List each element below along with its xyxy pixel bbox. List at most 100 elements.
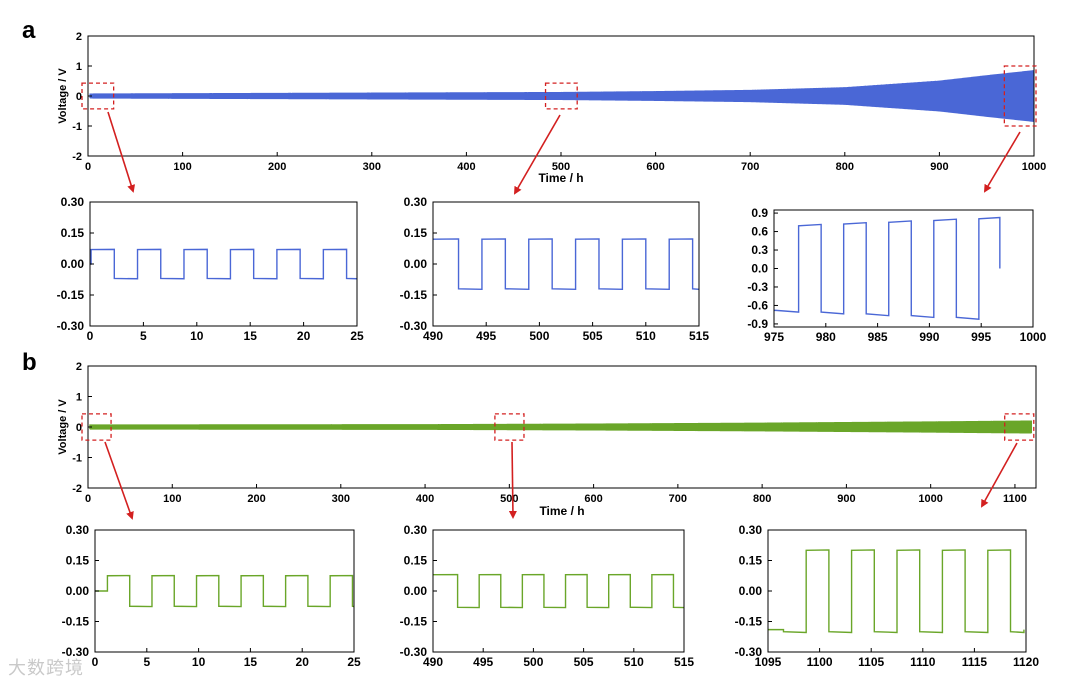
y-tick-label: -2	[72, 483, 82, 495]
y-tick-label: 0.30	[61, 195, 85, 209]
x-tick-label: 900	[930, 161, 948, 173]
y-tick-label: -2	[72, 151, 82, 163]
chart-b-main: 0 100 200 300 400 500 600 700 800 900 1000 1100 -2 -1…	[22, 349, 1037, 518]
x-tick-label: 0	[87, 329, 94, 343]
x-axis-label: Time / h	[539, 504, 584, 518]
plot-frame	[432, 201, 700, 327]
y-tick-label: -0.15	[735, 615, 763, 629]
x-tick-label: 980	[816, 330, 836, 344]
y-tick-label: -0.30	[400, 319, 428, 333]
plot-frame	[94, 529, 355, 653]
x-tick-label: 5	[140, 329, 147, 343]
x-tick-label: 1120	[1013, 655, 1039, 669]
x-tick-label: 1110	[910, 655, 936, 669]
y-tick-label: -0.30	[735, 645, 763, 659]
x-tick-label: 700	[669, 493, 687, 505]
y-tick-label: 0.30	[66, 523, 90, 537]
y-tick-label: 0.00	[66, 584, 90, 598]
chart-b-zoom3: 1095 1100 1105 1110 1115 1120 0.30 0.15 0.00 -0.1…	[735, 523, 1040, 669]
zoom-arrow	[983, 131, 1021, 193]
voltage-series	[433, 573, 685, 609]
x-tick-label: 5	[143, 655, 150, 669]
voltage-series	[768, 549, 1025, 634]
y-tick-label: -0.15	[62, 615, 90, 629]
x-tick-label: 20	[297, 329, 311, 343]
y-tick-label: 0.30	[404, 523, 428, 537]
x-tick-label: 10	[192, 655, 206, 669]
y-tick-label: -0.9	[747, 317, 768, 331]
x-tick-label: 700	[741, 161, 759, 173]
x-tick-label: 1000	[918, 493, 942, 505]
y-tick-label: 1	[76, 61, 82, 73]
x-tick-label: 510	[636, 329, 656, 343]
x-tick-label: 1000	[1022, 161, 1046, 173]
x-tick-label: 500	[529, 329, 549, 343]
plot-frame	[773, 209, 1034, 328]
y-tick-label: 0.00	[404, 584, 428, 598]
x-tick-label: 505	[583, 329, 603, 343]
zoom-arrow	[514, 114, 561, 195]
y-tick-label: -0.15	[400, 288, 428, 302]
y-tick-label: 1	[76, 392, 82, 404]
y-tick-label: 0.0	[751, 262, 768, 276]
x-tick-label: 515	[689, 329, 709, 343]
x-tick-label: 500	[552, 161, 570, 173]
x-tick-label: 600	[646, 161, 664, 173]
x-tick-label: 25	[347, 655, 361, 669]
y-tick-label: -0.15	[57, 288, 85, 302]
zoom-arrow	[981, 442, 1018, 508]
x-tick-label: 975	[764, 330, 784, 344]
x-tick-label: 490	[423, 329, 443, 343]
zoom-region-box	[81, 82, 115, 110]
plot-frame	[89, 201, 358, 327]
y-tick-label: 0	[76, 91, 82, 103]
zoom-region-box	[1004, 413, 1035, 441]
y-axis-label: Voltage / V	[57, 68, 69, 124]
y-tick-label: -1	[72, 121, 82, 133]
x-tick-label: 1095	[755, 655, 782, 669]
watermark: 大数跨境	[8, 658, 84, 679]
x-tick-label: 1105	[858, 655, 884, 669]
x-tick-label: 400	[416, 493, 434, 505]
zoom-region-box	[1003, 65, 1037, 127]
x-tick-label: 495	[476, 329, 496, 343]
y-tick-label: 0.15	[61, 226, 85, 240]
chart-b-zoom1: 0 5 10 15 20 25 0.30 0.15 0.00 -0.15 -0.30	[62, 523, 361, 669]
x-tick-label: 0	[92, 655, 99, 669]
x-tick-label: 1000	[1020, 330, 1047, 344]
x-tick-label: 100	[173, 161, 191, 173]
y-tick-label: 0.15	[404, 554, 428, 568]
y-tick-label: 0.6	[751, 225, 768, 239]
x-tick-label: 505	[574, 655, 594, 669]
x-tick-label: 495	[473, 655, 493, 669]
x-tick-label: 100	[163, 493, 181, 505]
chart-a-main: 0 100 200 300 400 500 600 700 800 900 1000 -2 -1 0 1 2 T…	[22, 17, 1046, 185]
voltage-series	[90, 248, 358, 280]
y-tick-label: -0.30	[400, 645, 428, 659]
voltage-series	[95, 574, 355, 608]
y-tick-label: -0.30	[57, 319, 85, 333]
x-tick-label: 20	[296, 655, 310, 669]
voltage-series	[433, 238, 700, 291]
x-tick-label: 300	[332, 493, 350, 505]
chart-a-zoom1: 0 5 10 15 20 25 0.30 0.15 0.00 -0.15 -0.30	[57, 195, 364, 343]
y-tick-label: 0.00	[739, 584, 763, 598]
y-tick-label: 2	[76, 31, 82, 43]
x-tick-label: 800	[753, 493, 771, 505]
y-tick-label: 0.3	[751, 243, 768, 257]
x-tick-label: 1100	[807, 655, 833, 669]
voltage-series	[89, 420, 1033, 434]
chart-a-zoom3: 975 980 985 990 995 1000 0.9 0.6 0.3 0.0 -0.3 -0.6 -…	[747, 206, 1046, 344]
y-tick-label: 0.15	[404, 226, 428, 240]
y-tick-label: 0.30	[739, 523, 763, 537]
x-tick-label: 900	[837, 493, 855, 505]
chart-b-zoom2: 490 495 500 505 510 515 0.30 0.15 0.00 -0.15 -0.30	[400, 523, 695, 669]
y-tick-label: 0.15	[739, 554, 763, 568]
x-tick-label: 1115	[962, 655, 988, 669]
y-tick-label: -0.30	[62, 645, 90, 659]
panel-label: b	[22, 349, 37, 376]
x-tick-label: 10	[190, 329, 204, 343]
zoom-arrow	[508, 441, 517, 519]
voltage-series	[774, 216, 1001, 320]
